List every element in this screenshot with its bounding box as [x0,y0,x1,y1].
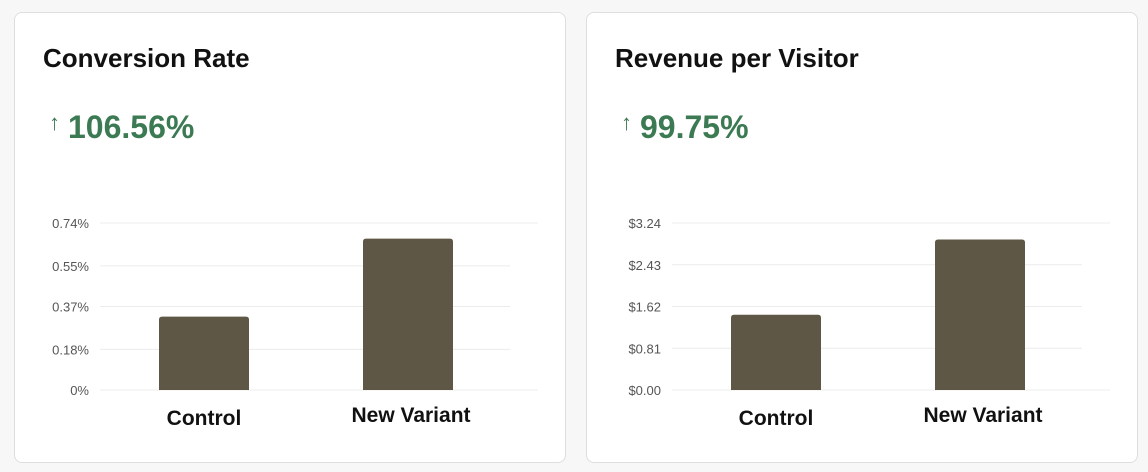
card-revenue-per-visitor: Revenue per Visitor ↑ 99.75% $0.00 $0.81 $1… [586,12,1138,463]
y-tick-label: $2.43 [628,258,661,273]
card-conversion-rate: Conversion Rate ↑ 106.56% 0% 0.18% 0.37% 0.5… [14,12,566,463]
delta-text: 99.75% [640,109,749,145]
arrow-up-icon: ↑ [621,109,632,135]
delta-value: ↑ 99.75% [621,109,749,146]
card-title: Conversion Rate [43,43,250,73]
y-tick-label: $3.24 [628,216,661,231]
x-category-label: New Variant [351,404,470,427]
x-category-label: Control [167,407,242,430]
bar-control [731,314,821,390]
x-category-label: New Variant [923,404,1042,427]
arrow-up-icon: ↑ [49,109,60,135]
conversion-rate-chart: 0% 0.18% 0.37% 0.55% 0.74% Control New Variant [52,216,538,430]
card-title: Revenue per Visitor [615,43,859,73]
delta-value: ↑ 106.56% [49,109,194,146]
y-tick-label: 0.74% [52,216,89,231]
y-tick-label: $0.00 [628,383,661,398]
y-tick-label: 0.55% [52,259,89,274]
bar-new-variant [935,239,1025,390]
delta-text: 106.56% [68,109,195,145]
y-tick-label: 0% [70,383,89,398]
y-tick-label: $1.62 [628,300,661,315]
y-tick-label: 0.18% [52,342,89,357]
y-tick-label: 0.37% [52,300,89,315]
bar-new-variant [363,238,453,390]
y-tick-label: $0.81 [628,341,661,356]
x-category-label: Control [739,407,814,430]
revenue-per-visitor-chart: $0.00 $0.81 $1.62 $2.43 $3.24 Control New Vari… [628,216,1110,430]
bar-control [159,316,249,390]
